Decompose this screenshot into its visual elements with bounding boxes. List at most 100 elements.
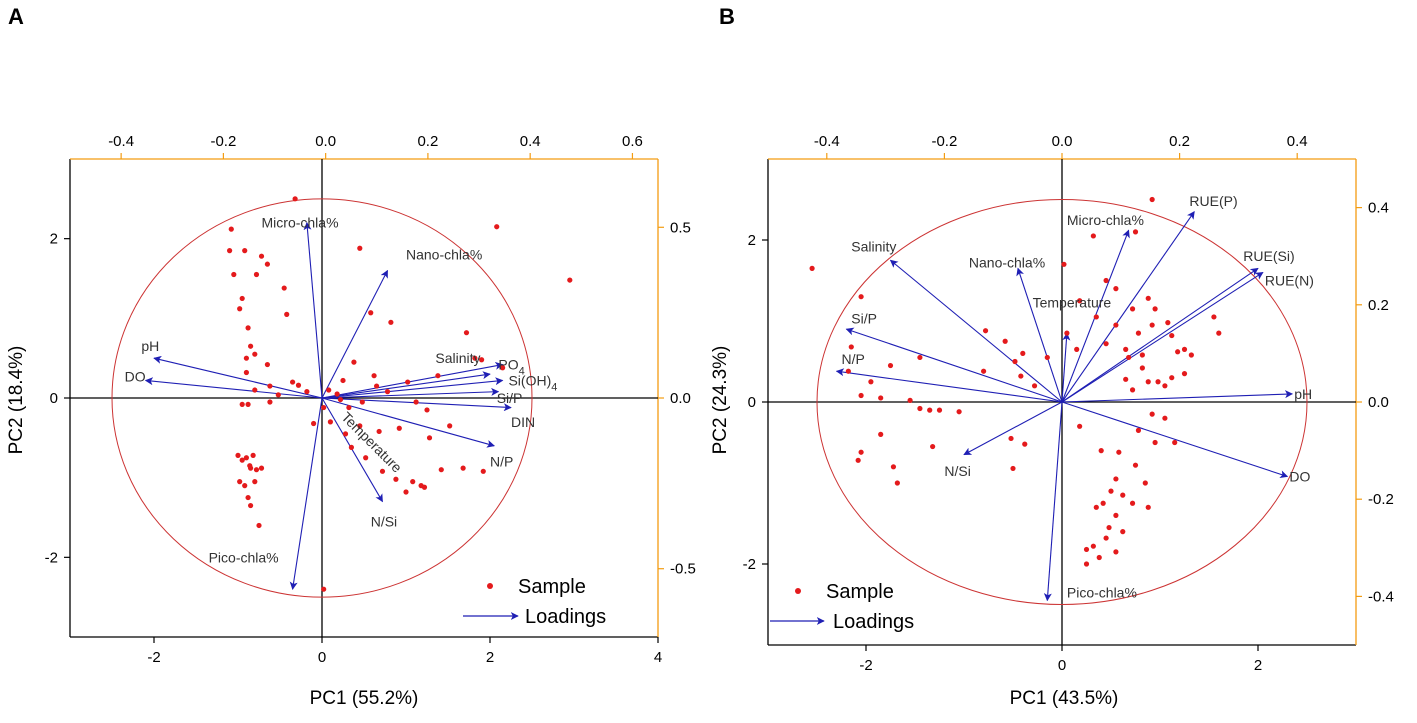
panel-b-sample-point: [1152, 439, 1158, 446]
panel-a-x-tick-label: -2: [147, 649, 160, 666]
panel-b-sample-point: [1098, 448, 1104, 454]
panel-b-sample-point: [1129, 387, 1136, 393]
panel-a-sample-point: [376, 428, 382, 435]
panel-b-top-tick-label: 0.4: [1287, 133, 1308, 150]
panel-b-legend: Sample Loadings: [770, 581, 914, 633]
panel-a-loading-label: pH: [141, 338, 159, 354]
panel-a-sample-point: [500, 365, 506, 371]
panel-a-sample-point: [243, 369, 249, 376]
panel-b-loading-label: Nano-chla%: [969, 255, 1045, 271]
panel-a-loading-arrow: [321, 371, 491, 399]
panel-b-sample-point: [1093, 314, 1099, 320]
panel-b-sample-point: [1044, 354, 1050, 361]
panel-b-sample-point: [1008, 435, 1014, 442]
panel-b-sample-point: [956, 409, 962, 415]
panel-a-loading-arrow: [321, 361, 504, 399]
panel-b-loading-label: Si/P: [851, 311, 877, 327]
panel-b-sample-point: [1113, 549, 1119, 555]
panel-b-sample-point: [936, 407, 943, 413]
panel-a-sample-point: [321, 404, 327, 411]
panel-b-sample-point: [1113, 322, 1119, 328]
panel-b-sample-point: [1211, 314, 1217, 320]
panel-b-loading-arrow: [1061, 401, 1289, 479]
panel-a-loading-arrow: [153, 355, 323, 399]
panel-a-sample-point: [357, 423, 363, 429]
panel-a-sample-point: [248, 502, 254, 509]
panel-b-sample-point: [1090, 233, 1096, 239]
panel-b-sample-point: [1113, 476, 1119, 482]
panel-b-sample-point: [1149, 322, 1155, 328]
panel-a-sample-point: [239, 457, 245, 463]
panel-a-biplot: A PC1 (55.2%) PC2 (18.4%) -2 0 2 4 -2 0 2 -0.4 -…: [6, 4, 696, 709]
panel-b-correlation-circle: [816, 199, 1308, 605]
panel-a-sample-point: [311, 420, 317, 427]
panel-a-loading-arrow: [303, 221, 323, 399]
panel-b-loading-label: Micro-chla%: [1067, 212, 1144, 228]
panel-b-sample-point: [927, 407, 933, 413]
panel-a-sample-point: [242, 483, 248, 489]
panel-b-loading-label: Pico-chla%: [1067, 584, 1137, 600]
panel-a-sample-point: [231, 271, 237, 278]
panel-b-right-tick-label: 0.4: [1368, 200, 1389, 217]
panel-b-sample-point: [917, 405, 923, 412]
panel-a-right-tick-label: 0.5: [670, 219, 691, 236]
panel-a-sample-point: [264, 361, 270, 368]
panel-b-sample-point: [1145, 295, 1151, 301]
panel-b-sample-point: [1031, 383, 1038, 389]
panel-b-sample-point: [907, 397, 913, 403]
panel-a-loading-arrow: [144, 377, 323, 399]
panel-b-sample-point: [1077, 423, 1083, 429]
panel-a-x-tick-label: 0: [318, 649, 326, 666]
panel-a-x-tick-label: 4: [654, 649, 662, 666]
panel-b-sample-point: [1020, 350, 1026, 356]
panel-b-top-tick-label: 0.0: [1052, 133, 1073, 150]
panel-a-sample-point: [290, 379, 296, 385]
panel-b-sample-point: [1018, 373, 1024, 379]
panel-b-sample-point: [1083, 546, 1090, 553]
panel-b-sample-point: [1165, 320, 1171, 326]
panel-a-sample-point: [295, 382, 302, 388]
panel-b-sample-point: [1149, 196, 1155, 203]
panel-b-loading-arrow: [1061, 210, 1195, 403]
panel-a-sample-point: [413, 399, 419, 405]
panel-a-sample-point: [245, 325, 251, 331]
panel-a-legend-sample-marker: [487, 583, 493, 589]
panel-a-sample-point: [334, 391, 340, 397]
panel-b-top-tick-label: -0.2: [931, 133, 957, 150]
panel-a-sample-point: [264, 261, 270, 267]
panel-a-loading-arrow: [321, 269, 389, 399]
panel-a-loading-arrow: [321, 387, 500, 399]
panel-a-top-tick-label: -0.2: [210, 133, 236, 150]
panel-a-sample-point: [424, 407, 430, 413]
panel-a-sample-point: [235, 452, 241, 458]
panel-a-sample-point: [348, 444, 354, 450]
panel-b-sample-point: [1100, 500, 1106, 506]
panel-b-right-tick-label: -0.4: [1368, 588, 1394, 605]
panel-a-right-tick-label: 0.0: [670, 390, 691, 407]
panel-b-sample-point: [1120, 529, 1126, 535]
panel-a-sample-point: [359, 399, 365, 405]
panel-b-sample-point: [855, 457, 861, 463]
panel-a-sample-point: [480, 468, 486, 474]
panel-b-x-tick-label: 2: [1254, 657, 1262, 674]
panel-a-loading-label: Micro-chla%: [262, 215, 339, 231]
panel-b-sample-point: [858, 392, 864, 399]
panel-b-sample-point: [1162, 415, 1168, 421]
panel-b-loading-arrow: [1061, 332, 1071, 403]
panel-b-sample-point: [1145, 379, 1151, 385]
panel-b-y-tick-label: -2: [743, 556, 756, 573]
panel-a-sample-point: [267, 399, 273, 405]
panel-b-sample-point: [1135, 330, 1142, 336]
panel-b-sample-point: [1077, 298, 1083, 304]
panel-a-sample-point: [227, 248, 233, 254]
panel-b-sample-point: [1155, 379, 1161, 385]
panel-a-sample-point: [252, 351, 258, 357]
panel-b-loading-label: RUE(Si): [1243, 248, 1294, 264]
panel-a-sample-point: [405, 379, 411, 385]
panel-a-sample-point: [267, 383, 273, 389]
panel-a-sample-point: [275, 392, 281, 398]
panel-b-sample-point: [1083, 561, 1090, 567]
panel-b-loading-label: Temperature: [1033, 294, 1112, 310]
panel-a-correlation-circle: [111, 198, 533, 598]
